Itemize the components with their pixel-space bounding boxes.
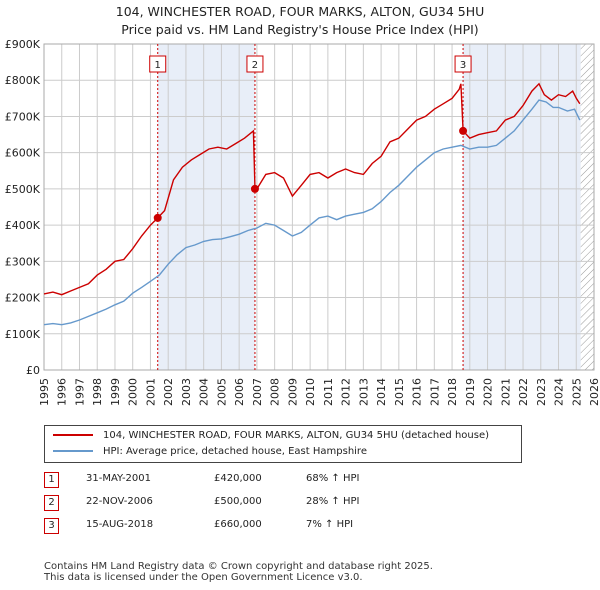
x-tick-label: 2020	[482, 378, 495, 406]
legend: 104, WINCHESTER ROAD, FOUR MARKS, ALTON,…	[44, 425, 522, 463]
sale-hpi-change: 68% ↑ HPI	[306, 473, 360, 484]
sale-number-badge: 2	[44, 495, 59, 511]
sale-price: £500,000	[214, 496, 262, 507]
sale-row: 1 31-MAY-2001 £420,000 68% ↑ HPI	[44, 472, 544, 495]
y-tick-label: £100K	[5, 328, 41, 341]
x-tick-label: 2004	[198, 378, 211, 406]
sale-number-badge: 1	[44, 472, 59, 488]
x-tick-label: 1997	[73, 378, 86, 406]
x-tick-label: 2005	[215, 378, 228, 406]
x-tick-label: 2009	[286, 378, 299, 406]
x-tick-label: 2012	[340, 378, 353, 406]
x-tick-label: 2018	[446, 378, 459, 406]
x-tick-label: 2014	[375, 378, 388, 406]
y-tick-label: £700K	[5, 110, 41, 123]
title-address: 104, WINCHESTER ROAD, FOUR MARKS, ALTON,…	[115, 4, 485, 19]
hpi-line-swatch	[53, 450, 93, 452]
sale-point	[153, 213, 162, 222]
x-tick-label: 2021	[499, 378, 512, 406]
legend-item-property: 104, WINCHESTER ROAD, FOUR MARKS, ALTON,…	[53, 428, 489, 444]
sale-hpi-change: 28% ↑ HPI	[306, 496, 360, 507]
sale-row: 3 15-AUG-2018 £660,000 7% ↑ HPI	[44, 518, 544, 541]
x-tick-label: 1998	[91, 378, 104, 406]
x-tick-label: 2002	[162, 378, 175, 406]
sale-marker-badge	[246, 55, 264, 73]
y-tick-label: £300K	[5, 255, 41, 268]
sale-marker-badge	[454, 55, 472, 73]
chart-title: 104, WINCHESTER ROAD, FOUR MARKS, ALTON,…	[0, 3, 600, 39]
sale-date: 15-AUG-2018	[86, 519, 154, 530]
sale-number-badge: 3	[44, 518, 59, 534]
y-tick-label: £200K	[5, 292, 41, 305]
sale-date: 31-MAY-2001	[86, 473, 152, 484]
x-tick-label: 2022	[517, 378, 530, 406]
x-tick-label: 2006	[233, 378, 246, 406]
x-tick-label: 2008	[269, 378, 282, 406]
sale-marker-label: 2	[252, 60, 258, 71]
hpi-line	[43, 99, 581, 326]
y-tick-label: £800K	[5, 74, 41, 87]
x-tick-label: 2013	[357, 378, 370, 406]
title-subtitle: Price paid vs. HM Land Registry's House …	[121, 22, 479, 37]
sale-marker-label: 3	[460, 60, 466, 71]
x-tick-label: 1995	[38, 378, 51, 406]
sale-marker-badge	[149, 55, 167, 73]
sale-period-shade	[157, 44, 255, 370]
x-tick-label: 2015	[393, 378, 406, 406]
sale-period-shade	[463, 44, 581, 370]
y-tick-label: £500K	[5, 183, 41, 196]
price-chart: £0 £100K £200K £300K £400K £500K £600K £700K £80…	[5, 38, 600, 406]
x-tick-label: 2024	[553, 378, 566, 406]
x-tick-label: 2017	[428, 378, 441, 406]
x-tick-label: 1996	[56, 378, 69, 406]
footer-credits: Contains HM Land Registry data © Crown c…	[44, 561, 433, 583]
x-tick-label: 2003	[180, 378, 193, 406]
x-tick-label: 2016	[411, 378, 424, 406]
y-tick-label: £600K	[5, 147, 41, 160]
x-tick-label: 2025	[570, 378, 583, 406]
legend-property-label: 104, WINCHESTER ROAD, FOUR MARKS, ALTON,…	[103, 430, 490, 441]
sale-hpi-change: 7% ↑ HPI	[306, 519, 354, 530]
x-tick-label: 2011	[322, 378, 335, 406]
property-price-line	[43, 82, 581, 296]
sale-price: £420,000	[214, 473, 262, 484]
x-tick-label: 2026	[588, 378, 600, 406]
x-tick-label: 1999	[109, 378, 122, 406]
y-tick-label: £900K	[5, 38, 41, 51]
y-tick-label: £400K	[5, 219, 41, 232]
footer-line-2: This data is licensed under the Open Gov…	[44, 572, 363, 583]
sale-point	[250, 184, 259, 193]
x-tick-label: 2001	[144, 378, 157, 406]
x-tick-label: 2007	[251, 378, 264, 406]
x-tick-label: 2000	[127, 378, 140, 406]
sale-price: £660,000	[214, 519, 262, 530]
x-tick-label: 2023	[535, 378, 548, 406]
property-line-swatch	[53, 434, 93, 436]
footer-line-1: Contains HM Land Registry data © Crown c…	[44, 561, 433, 572]
sale-date: 22-NOV-2006	[86, 496, 153, 507]
x-tick-label: 2010	[304, 378, 317, 406]
x-tick-label: 2019	[464, 378, 477, 406]
sale-point	[459, 126, 468, 135]
forecast-hatch	[580, 44, 594, 370]
sale-row: 2 22-NOV-2006 £500,000 28% ↑ HPI	[44, 495, 544, 518]
sales-table: 1 31-MAY-2001 £420,000 68% ↑ HPI 2 22-NO…	[44, 472, 544, 541]
plot-border	[43, 43, 595, 371]
y-tick-label: £0	[26, 364, 40, 377]
legend-hpi-label: HPI: Average price, detached house, East…	[103, 446, 367, 457]
sale-marker-label: 1	[155, 60, 161, 71]
legend-item-hpi: HPI: Average price, detached house, East…	[53, 444, 367, 460]
